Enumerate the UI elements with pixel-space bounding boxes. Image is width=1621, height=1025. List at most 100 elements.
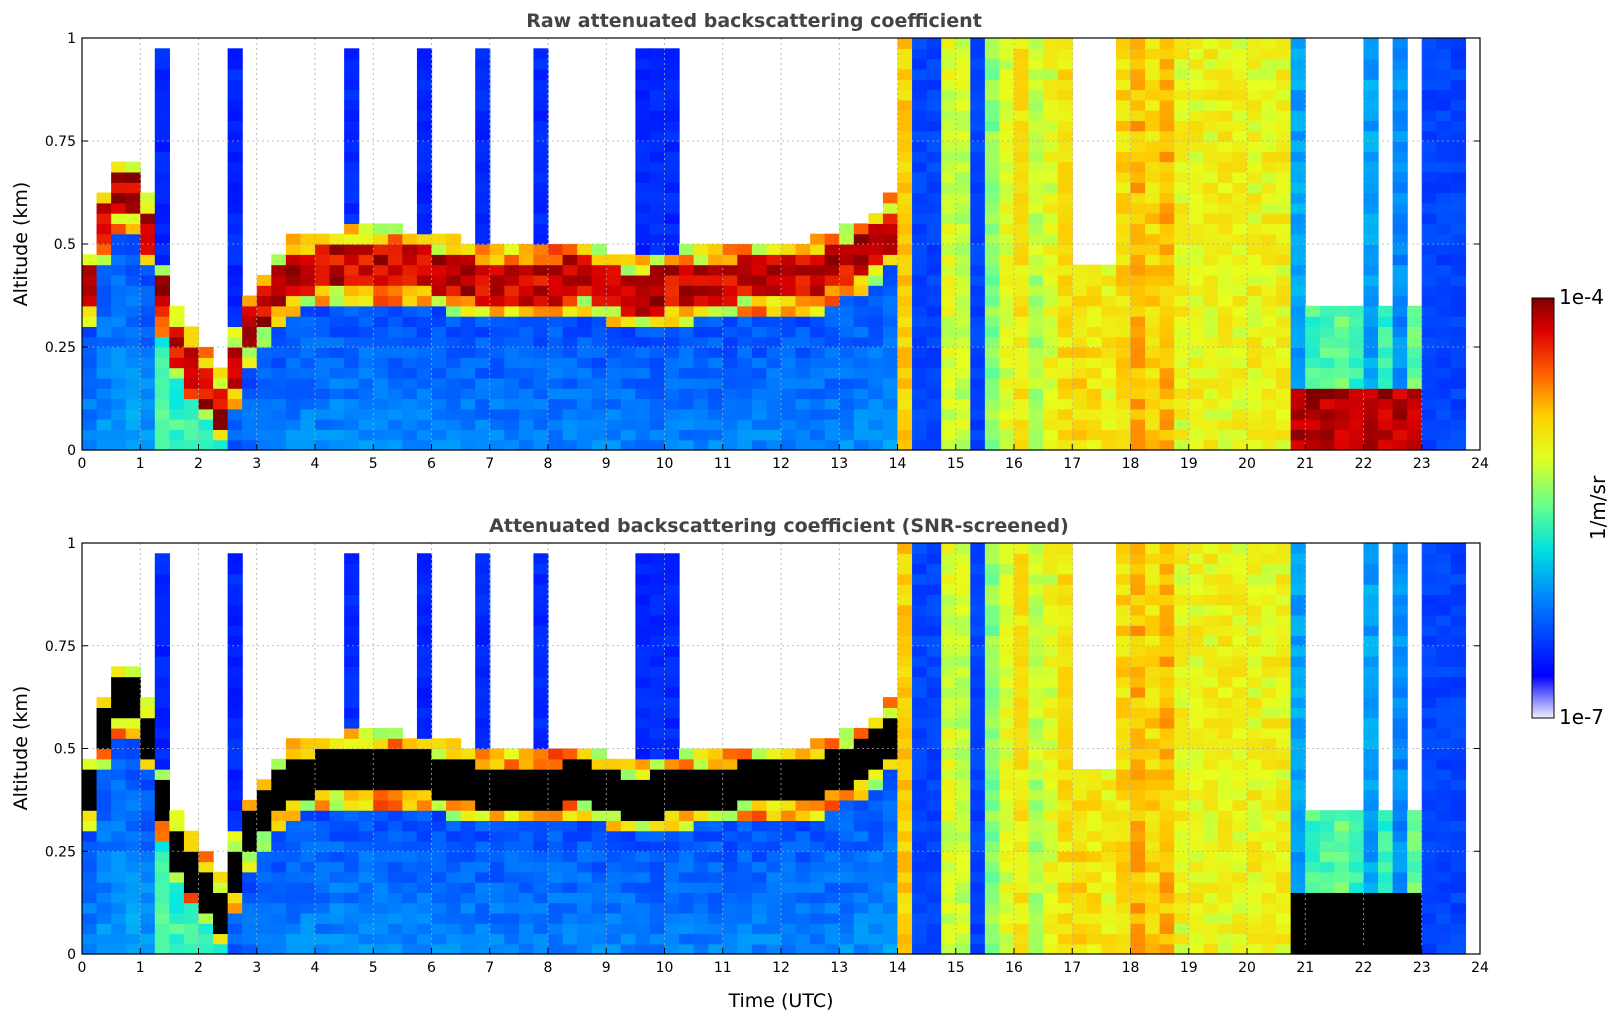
heatmap-cell [1101,820,1116,831]
heatmap-cell [1276,378,1291,389]
heatmap-cell [1247,759,1262,770]
heatmap-cell [213,419,228,430]
heatmap-cell [1014,440,1029,451]
heatmap-cell [1393,193,1408,204]
heatmap-cell [1232,213,1247,224]
heatmap-cell [1160,553,1175,564]
heatmap-cell [155,903,170,914]
heatmap-cell [1451,254,1466,265]
heatmap-cell [1291,141,1306,152]
heatmap-cell [286,357,301,368]
heatmap-cell [1029,707,1044,718]
heatmap-cell [1393,378,1408,389]
heatmap-cell [592,296,607,307]
heatmap-cell [1058,553,1073,564]
heatmap-cell [286,326,301,337]
heatmap-cell [271,337,286,348]
heatmap-cell [519,769,534,780]
heatmap-cell [242,944,257,955]
heatmap-cell [126,697,141,708]
heatmap-cell [766,347,781,358]
heatmap-cell [1247,625,1262,636]
heatmap-cell [708,851,723,862]
heatmap-cell [1291,131,1306,142]
heatmap-cell [839,244,854,255]
heatmap-cell [1218,162,1233,173]
heatmap-cell [432,851,447,862]
heatmap-cell [1436,193,1451,204]
heatmap-cell [504,337,519,348]
heatmap-cell [111,882,126,893]
heatmap-cell [1291,90,1306,101]
heatmap-cell [1058,306,1073,317]
heatmap-cell [898,234,913,245]
heatmap-cell [999,738,1014,749]
heatmap-cell [898,347,913,358]
heatmap-cell [533,820,548,831]
heatmap-cell [1160,923,1175,934]
heatmap-cell [679,882,694,893]
heatmap-cell [533,862,548,873]
heatmap-cell [635,440,650,451]
heatmap-cell [1014,872,1029,883]
heatmap-cell [1407,388,1422,399]
heatmap-cell [737,769,752,780]
heatmap-cell [941,728,956,739]
heatmap-cell [694,779,709,790]
heatmap-cell [679,851,694,862]
heatmap-cell [504,913,519,924]
heatmap-cell [1218,419,1233,430]
heatmap-cell [475,357,490,368]
heatmap-cell [1174,182,1189,193]
heatmap-cell [111,316,126,327]
heatmap-cell [359,841,374,852]
heatmap-cell [417,666,432,677]
heatmap-cell [1174,687,1189,698]
heatmap-cell [1160,162,1175,173]
heatmap-cell [533,574,548,585]
heatmap-cell [592,378,607,389]
heatmap-cell [606,254,621,265]
heatmap-cell [1145,820,1160,831]
heatmap-cell [1029,779,1044,790]
heatmap-cell [1203,265,1218,276]
heatmap-cell [898,892,913,903]
heatmap-cell [999,419,1014,430]
heatmap-cell [111,409,126,420]
heatmap-cell [1029,110,1044,121]
heatmap-cell [1043,841,1058,852]
heatmap-cell [1160,882,1175,893]
heatmap-cell [519,779,534,790]
heatmap-cell [111,182,126,193]
heatmap-cell [490,923,505,934]
heatmap-cell [694,872,709,883]
heatmap-cell [242,862,257,873]
heatmap-cell [723,851,738,862]
heatmap-cell [271,316,286,327]
heatmap-cell [432,800,447,811]
heatmap-cell [271,882,286,893]
heatmap-cell [373,285,388,296]
heatmap-cell [985,254,1000,265]
heatmap-cell [140,769,155,780]
heatmap-cell [941,48,956,59]
heatmap-cell [1262,790,1277,801]
heatmap-cell [883,193,898,204]
heatmap-cell [1262,151,1277,162]
heatmap-cell [1131,316,1146,327]
heatmap-cell [737,275,752,286]
heatmap-cell [606,769,621,780]
heatmap-cell [228,718,243,729]
heatmap-cell [592,769,607,780]
heatmap-cell [446,779,461,790]
heatmap-cell [461,409,476,420]
heatmap-cell [1364,131,1379,142]
heatmap-cell [1131,728,1146,739]
heatmap-cell [1451,182,1466,193]
heatmap-cell [1203,882,1218,893]
heatmap-cell [650,574,665,585]
heatmap-cell [446,265,461,276]
heatmap-cell [1232,851,1247,862]
heatmap-cell [1116,223,1131,234]
heatmap-cell [985,666,1000,677]
